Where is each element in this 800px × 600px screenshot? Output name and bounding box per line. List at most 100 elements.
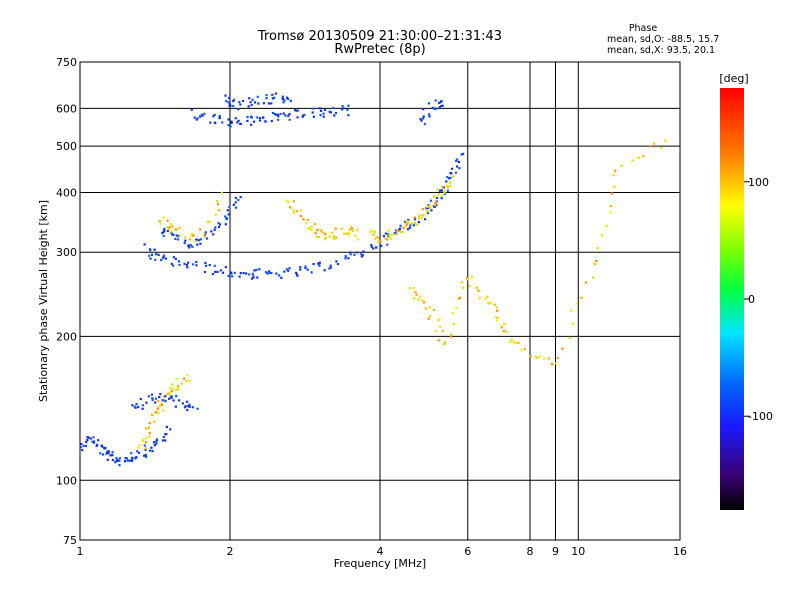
- data-point: [230, 121, 233, 125]
- data-point: [332, 106, 335, 110]
- data-point: [580, 296, 583, 299]
- colorbar-label: [deg]: [719, 72, 748, 85]
- data-point: [131, 404, 134, 407]
- data-point: [443, 340, 447, 344]
- data-point: [294, 109, 297, 112]
- chart-subtitle: RwPretec (8p): [334, 42, 425, 57]
- data-point: [432, 205, 435, 208]
- data-point: [596, 247, 599, 250]
- data-point: [142, 438, 145, 442]
- data-point: [160, 403, 164, 406]
- data-point: [201, 114, 204, 117]
- data-point: [287, 269, 290, 272]
- data-point: [215, 200, 219, 203]
- data-point: [328, 235, 331, 238]
- data-point: [361, 254, 364, 257]
- data-point: [221, 271, 225, 274]
- data-point: [89, 437, 93, 440]
- data-point: [176, 386, 179, 389]
- data-point: [177, 260, 181, 263]
- data-point: [205, 237, 209, 240]
- data-point: [349, 253, 352, 256]
- data-point: [441, 329, 444, 333]
- data-point: [320, 229, 323, 232]
- data-point: [151, 413, 154, 417]
- data-point: [262, 116, 265, 119]
- data-point: [387, 229, 390, 232]
- data-point: [402, 226, 405, 230]
- data-point: [165, 226, 168, 229]
- data-point: [80, 442, 83, 446]
- data-point: [169, 428, 172, 431]
- data-point: [438, 106, 441, 109]
- data-point: [437, 193, 440, 196]
- data-point: [186, 408, 189, 412]
- data-point: [150, 446, 153, 449]
- data-point: [495, 306, 498, 309]
- data-point: [225, 217, 228, 220]
- x-tick-label: 1: [77, 545, 84, 558]
- data-point: [92, 440, 96, 443]
- data-point: [561, 347, 564, 350]
- data-point: [312, 115, 315, 118]
- data-point: [228, 104, 231, 107]
- data-point: [146, 427, 149, 430]
- data-point: [131, 457, 134, 460]
- data-point: [399, 224, 402, 227]
- data-point: [253, 101, 257, 104]
- data-point: [423, 122, 426, 126]
- data-point: [150, 253, 154, 256]
- data-point: [550, 363, 554, 366]
- data-point: [372, 247, 375, 250]
- data-point: [375, 236, 378, 239]
- data-point: [161, 231, 164, 235]
- data-point: [428, 306, 431, 309]
- data-point: [386, 238, 389, 241]
- data-point: [323, 232, 327, 235]
- data-point: [144, 448, 147, 451]
- data-point: [429, 199, 433, 202]
- data-point: [184, 405, 187, 408]
- data-point: [84, 444, 88, 447]
- data-point: [434, 330, 438, 333]
- data-point: [218, 117, 221, 120]
- data-point: [614, 169, 617, 172]
- data-point: [233, 271, 236, 274]
- data-point: [159, 392, 162, 396]
- colorbar: [720, 88, 744, 510]
- data-point: [310, 225, 313, 228]
- data-point: [529, 355, 532, 358]
- data-point: [163, 399, 166, 403]
- data-point: [431, 106, 434, 109]
- data-point: [342, 107, 345, 110]
- data-point: [398, 228, 401, 232]
- data-point: [92, 441, 96, 444]
- data-point: [489, 301, 493, 304]
- data-point: [428, 115, 431, 118]
- data-point: [335, 260, 338, 263]
- data-point: [277, 115, 280, 118]
- data-point: [224, 265, 227, 269]
- data-point: [347, 257, 350, 260]
- data-point: [208, 220, 212, 223]
- data-point: [136, 450, 139, 453]
- data-point: [555, 362, 558, 365]
- data-point: [237, 198, 240, 202]
- data-point: [449, 335, 453, 338]
- data-point: [523, 347, 526, 351]
- data-point: [451, 311, 454, 315]
- data-point: [213, 113, 216, 117]
- data-point: [356, 229, 359, 232]
- data-point: [422, 117, 425, 120]
- data-point: [137, 405, 140, 409]
- phase-heading: Phase: [629, 23, 658, 34]
- data-point: [455, 306, 458, 310]
- data-point: [213, 228, 216, 231]
- data-point: [95, 444, 98, 448]
- data-point: [443, 192, 446, 196]
- data-point: [167, 392, 170, 395]
- data-point: [188, 404, 191, 407]
- data-point: [285, 268, 288, 271]
- data-point: [419, 118, 422, 121]
- data-point: [227, 274, 230, 278]
